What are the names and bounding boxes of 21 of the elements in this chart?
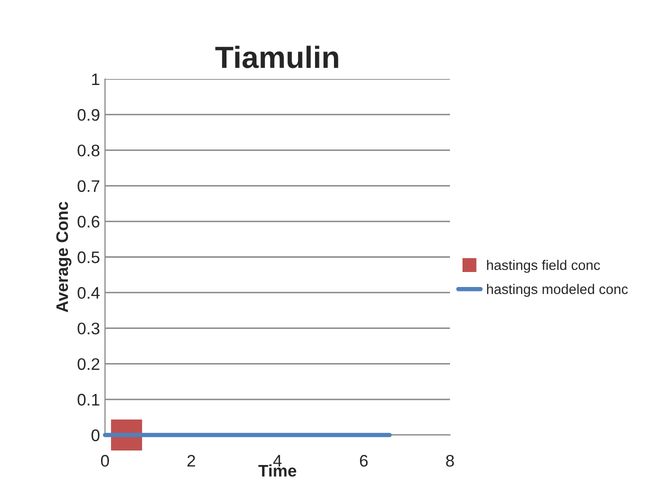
y-tick-label: 0.9: [78, 109, 100, 121]
y-tick-label: 0: [92, 429, 100, 442]
y-tick-label: 0.3: [78, 322, 100, 334]
y-tick-label: 0.5: [78, 251, 100, 264]
y-tick-label: 0.4: [78, 287, 100, 299]
y-tick-label: 0.1: [78, 394, 100, 406]
y-axis-title: Average Conc: [56, 202, 72, 312]
x-tick-label: 6: [360, 454, 368, 467]
legend-label: hastings modeled conc: [487, 284, 628, 297]
y-tick-label: 0.6: [78, 216, 100, 228]
y-tick-label: 0.8: [78, 144, 100, 156]
x-axis-title: Time: [258, 464, 296, 477]
legend-label: hastings field conc: [487, 260, 600, 273]
x-tick-label: 0: [101, 454, 109, 467]
y-tick-label: 1: [92, 74, 100, 86]
chart-title: Tiamulin: [215, 46, 338, 68]
y-tick-label: 0.7: [78, 180, 100, 192]
x-tick-label: 2: [187, 454, 196, 467]
x-tick-label: 8: [446, 454, 454, 467]
x-tick-label: 4: [273, 455, 282, 467]
y-tick-label: 0.2: [78, 358, 100, 370]
